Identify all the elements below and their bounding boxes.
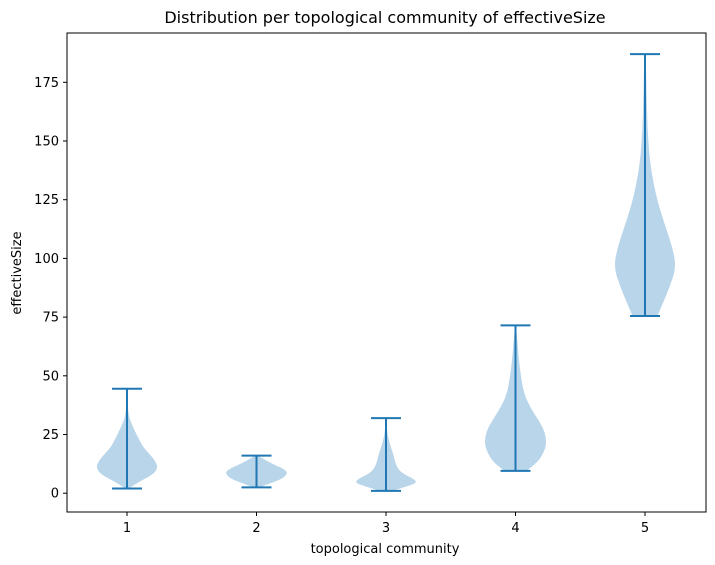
y-tick-label: 50 [42,369,59,384]
x-tick-label: 4 [511,521,519,536]
y-tick-label: 100 [34,252,59,267]
chart-title: Distribution per topological community o… [164,8,605,27]
violin-layer [96,53,675,492]
x-tick-label: 2 [252,521,260,536]
x-tick-label: 5 [641,521,649,536]
y-tick-label: 75 [42,311,59,326]
y-tick-label: 0 [51,487,59,502]
x-tick-label: 3 [382,521,390,536]
x-tick-label: 1 [123,521,131,536]
axes-layer: 0 25 50 75 100 125 150 175 1 2 3 4 5 [34,32,707,536]
y-tick-label: 175 [34,76,59,91]
y-tick-label: 150 [34,135,59,150]
y-tick-label: 25 [42,428,59,443]
x-axis-title: topological community [311,542,460,557]
y-tick-label: 125 [34,193,59,208]
y-axis-title: effectiveSize [10,231,25,314]
